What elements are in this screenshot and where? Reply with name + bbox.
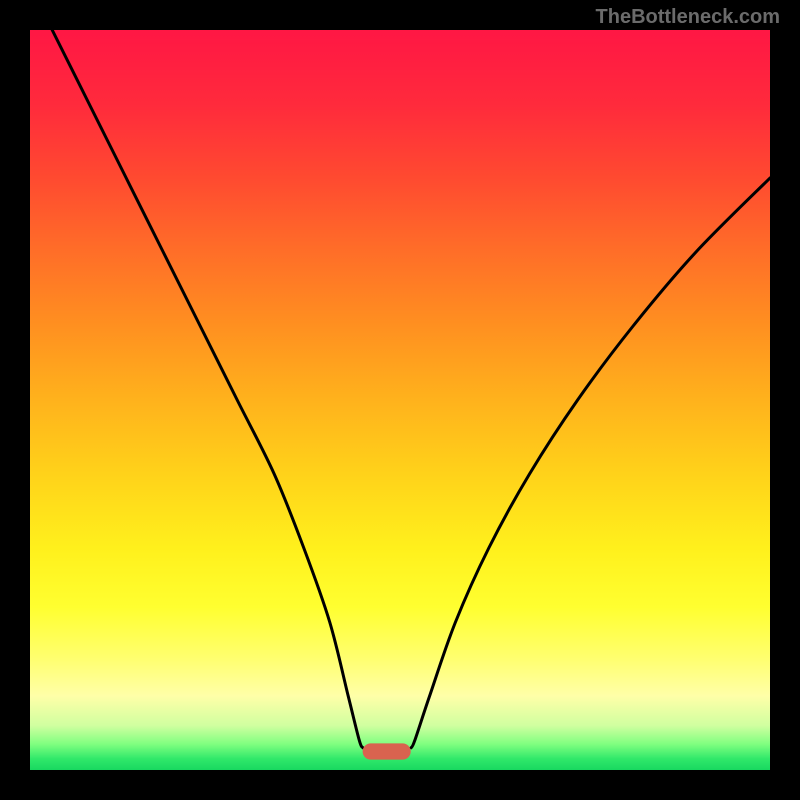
- gradient-background: [30, 30, 770, 770]
- bottleneck-chart-svg: [30, 30, 770, 770]
- watermark-text: TheBottleneck.com: [596, 6, 780, 29]
- chart-plot-area: [30, 30, 770, 770]
- optimal-marker: [363, 743, 411, 759]
